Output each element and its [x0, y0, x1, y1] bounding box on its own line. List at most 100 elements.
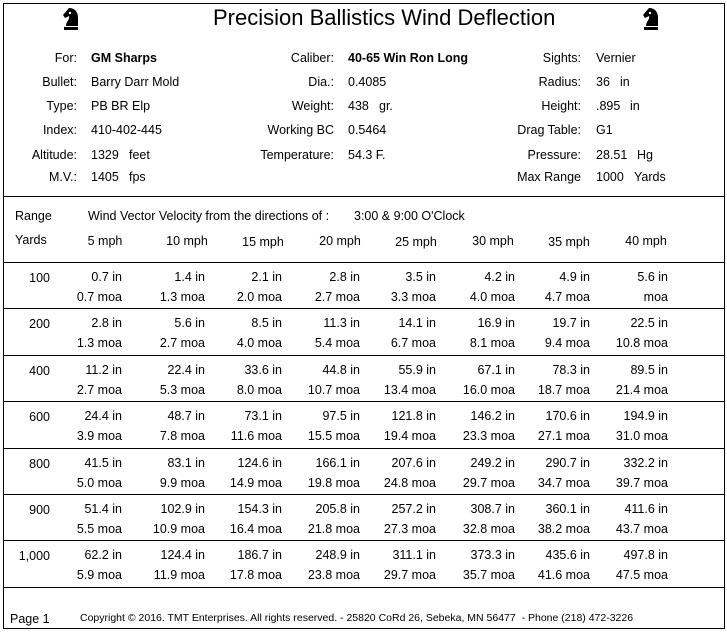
inches-cell: 124.6 in: [237, 456, 282, 470]
moa-cell: 2.7 moa: [159, 336, 205, 350]
row-divider: [3, 448, 724, 449]
moa-cell: 4.7 moa: [544, 290, 590, 304]
moa-cell: 14.9 moa: [229, 476, 282, 490]
inches-cell: 146.2 in: [470, 409, 515, 423]
moa-cell: 6.7 moa: [390, 336, 436, 350]
field-label: Type:: [46, 99, 77, 113]
moa-cell: 11.6 moa: [230, 429, 282, 443]
inches-cell: 205.8 in: [315, 502, 360, 516]
field-unit: in: [620, 75, 630, 89]
inches-cell: 19.7 in: [552, 316, 590, 330]
range-value: 600: [29, 410, 50, 424]
inches-cell: 22.4 in: [167, 363, 205, 377]
moa-cell: 3.9 moa: [76, 429, 122, 443]
moa-cell: 11.9 moa: [153, 568, 205, 582]
inches-cell: 55.9 in: [398, 363, 436, 377]
field-label: For:: [54, 51, 77, 65]
moa-cell: 32.8 moa: [462, 522, 515, 536]
field-value: 1000: [596, 170, 624, 184]
inches-cell: 2.1 in: [251, 270, 282, 284]
moa-cell: 9.9 moa: [159, 476, 205, 490]
inches-cell: 5.6 in: [174, 316, 205, 330]
moa-cell: 8.1 moa: [469, 336, 515, 350]
inches-cell: 497.8 in: [623, 548, 668, 562]
inches-cell: 166.1 in: [315, 456, 360, 470]
moa-cell: 10.8 moa: [615, 336, 668, 350]
moa-cell: 21.8 moa: [307, 522, 360, 536]
moa-cell: 5.5 moa: [76, 522, 122, 536]
field-label: M.V.:: [48, 170, 77, 184]
field-unit: Yards: [634, 170, 666, 184]
field-value: Vernier: [596, 51, 636, 65]
inches-cell: 360.1 in: [545, 502, 590, 516]
inches-cell: 67.1 in: [477, 363, 515, 377]
moa-cell: 21.4 moa: [615, 383, 668, 397]
moa-cell: 19.4 moa: [383, 429, 436, 443]
inches-cell: 4.2 in: [484, 270, 515, 284]
inches-cell: 194.9 in: [623, 409, 668, 423]
field-value: .895: [596, 99, 621, 113]
inches-cell: 435.6 in: [545, 548, 590, 562]
field-label: Working BC: [267, 123, 334, 137]
moa-cell: 31.0 moa: [615, 429, 668, 443]
moa-cell: 24.8 moa: [383, 476, 436, 490]
inches-cell: 411.6 in: [624, 502, 668, 516]
field-label: Caliber:: [290, 51, 334, 65]
moa-cell: 5.0 moa: [76, 476, 122, 490]
inches-cell: 249.2 in: [470, 456, 515, 470]
inches-cell: 2.8 in: [91, 316, 122, 330]
field-label: Pressure:: [527, 148, 582, 162]
inches-cell: 73.1 in: [244, 409, 282, 423]
inches-cell: 186.7 in: [237, 548, 282, 562]
range-value: 400: [29, 364, 50, 378]
inches-cell: 83.1 in: [167, 456, 205, 470]
field-value: 1329: [91, 148, 119, 162]
field-unit: feet: [129, 148, 150, 162]
field-label: Bullet:: [42, 75, 77, 89]
moa-cell: 16.0 moa: [462, 383, 515, 397]
inches-cell: 311.1 in: [392, 548, 436, 562]
range-label: Range: [15, 209, 52, 223]
moa-cell: 1.3 moa: [76, 336, 122, 350]
moa-cell: 3.3 moa: [390, 290, 436, 304]
field-value: 54.3 F.: [348, 148, 386, 162]
moa-cell: 47.5 moa: [615, 568, 668, 582]
moa-cell: 8.0 moa: [236, 383, 282, 397]
inches-cell: 257.2 in: [391, 502, 436, 516]
moa-cell: 0.7 moa: [76, 290, 122, 304]
range-value: 200: [29, 317, 50, 331]
moa-cell: 19.8 moa: [307, 476, 360, 490]
page-number: Page 1: [10, 612, 50, 626]
knight-icon: [63, 8, 78, 30]
field-unit: gr.: [379, 99, 393, 113]
field-label: Temperature:: [260, 148, 334, 162]
moa-cell: 15.5 moa: [307, 429, 360, 443]
inches-cell: 170.6 in: [545, 409, 590, 423]
inches-cell: 308.7 in: [470, 502, 515, 516]
field-value: 28.51: [596, 148, 628, 162]
yards-label: Yards: [15, 233, 47, 247]
moa-cell: 5.3 moa: [159, 383, 205, 397]
inches-cell: 5.6 in: [637, 270, 668, 284]
row-divider: [3, 494, 724, 495]
field-value: 0.5464: [348, 123, 387, 137]
moa-cell: 43.7 moa: [615, 522, 668, 536]
inches-cell: 41.5 in: [84, 456, 122, 470]
inches-cell: 102.9 in: [160, 502, 205, 516]
field-label: Drag Table:: [517, 123, 581, 137]
field-label: Altitude:: [31, 148, 77, 162]
moa-cell: 35.7 moa: [462, 568, 515, 582]
field-value: 0.4085: [348, 75, 387, 89]
field-value: 1405: [91, 170, 119, 184]
row-divider: [3, 262, 724, 263]
moa-cell: 27.1 moa: [537, 429, 590, 443]
copyright: Copyright © 2016. TMT Enterprises. All r…: [80, 612, 634, 624]
column-header: 25 mph: [395, 235, 437, 249]
field-value: PB BR Elp: [91, 99, 151, 113]
field-value: 438: [348, 99, 369, 113]
field-unit: in: [630, 99, 640, 113]
inches-cell: 89.5 in: [630, 363, 668, 377]
range-value: 900: [29, 503, 50, 517]
inches-cell: 97.5 in: [322, 409, 360, 423]
